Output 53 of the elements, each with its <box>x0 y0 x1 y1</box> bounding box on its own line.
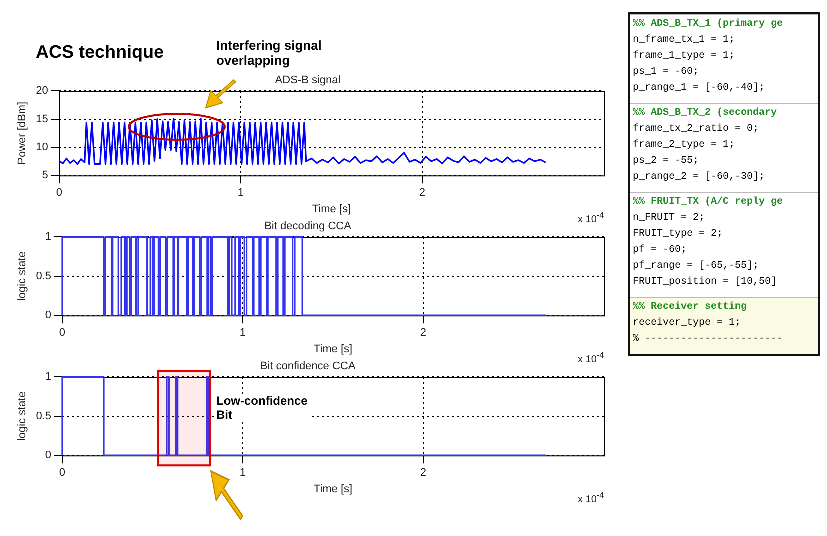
x-tick-label: 2 <box>419 187 426 200</box>
text: p_range_2 = [-60,-30]; <box>633 170 766 185</box>
text: % ----------------------- <box>633 333 784 347</box>
text: %% FRUIT_TX (A/C reply ge <box>633 196 784 210</box>
text: pf_range = [-65,-55]; <box>633 260 760 274</box>
y-tick-label: 15 <box>36 113 48 126</box>
x-axis-title: Time [s] <box>314 483 353 496</box>
text: FRUIT_position = [10,50] <box>633 276 778 290</box>
x-tick-label: 1 <box>240 327 246 340</box>
text: x 10$^{-4}$ <box>578 210 604 226</box>
text: ps_1 = -60; <box>633 66 700 80</box>
x-axis-title: Time [s] <box>314 343 353 356</box>
chart-title: ACS technique <box>36 42 164 63</box>
y-axis-title: Power [dBm] <box>16 102 29 165</box>
y-tick-label: 1 <box>45 231 52 244</box>
y-tick-label: 20 <box>36 85 48 98</box>
chart-title: Bit confidence CCA <box>260 360 356 373</box>
text: %% Receiver setting <box>633 300 748 315</box>
chart-title: Bit decoding CCA <box>264 220 352 233</box>
text: frame_1_type = 1; <box>633 50 736 64</box>
x-tick-label: 1 <box>240 467 246 480</box>
y-axis-title: logic state <box>16 252 29 302</box>
text: receiver_type = 1; <box>633 316 742 331</box>
text: p_range_1 = [-60,-40]; <box>633 82 766 96</box>
x-tick-label: 0 <box>56 187 62 200</box>
x-tick-label: 0 <box>59 467 66 480</box>
x-tick-label: 0 <box>59 327 66 340</box>
chart-subtitle: ADS-B signal <box>275 74 341 87</box>
y-tick-label: 0.5 <box>36 410 52 422</box>
text: n_FRUIT = 2; <box>633 212 706 226</box>
x-axis-title: Time [s] <box>312 203 352 216</box>
text: %% ADS_B_TX_2 (secondary <box>633 106 778 121</box>
text: x 10$^{-4}$ <box>578 490 604 506</box>
x-tick-label: 2 <box>420 467 427 480</box>
y-tick-label: 0 <box>45 310 52 322</box>
y-tick-label: 0.5 <box>36 270 52 282</box>
text: frame_tx_2_ratio = 0; <box>633 122 760 137</box>
x-tick-label: 2 <box>420 327 427 340</box>
text: %% ADS_B_TX_1 (primary ge <box>633 18 784 32</box>
text: pf = -60; <box>633 244 688 258</box>
x-tick-label: 1 <box>238 187 244 200</box>
y-tick-label: 1 <box>45 371 52 384</box>
y-tick-label: 10 <box>36 142 48 154</box>
text: frame_2_type = 1; <box>633 138 736 153</box>
text: x 10$^{-4}$ <box>578 350 604 366</box>
y-axis-title: logic state <box>16 392 29 442</box>
text: n_frame_tx_1 = 1; <box>633 34 736 48</box>
band-label: Low-confidence Bit <box>216 394 308 422</box>
text: Interfering signal overlapping <box>216 38 323 68</box>
y-tick-label: 0 <box>45 450 52 462</box>
text: FRUIT_type = 2; <box>633 228 724 242</box>
text: ps_2 = -55; <box>633 155 700 169</box>
y-tick-label: 5 <box>42 170 48 182</box>
